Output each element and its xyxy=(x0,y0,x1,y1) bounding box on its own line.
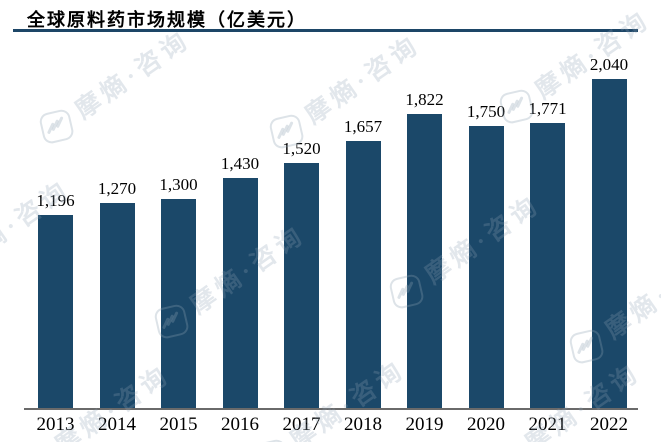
bar-2021 xyxy=(530,123,565,408)
bar-value-label: 1,657 xyxy=(343,117,383,136)
bar-2020 xyxy=(468,126,504,408)
x-axis-tick-label: 2017 xyxy=(282,414,321,435)
x-axis-tick-label: 2015 xyxy=(159,414,198,435)
x-axis-tick-label: 2022 xyxy=(590,414,628,435)
bar-value-label: 1,270 xyxy=(97,179,137,198)
bar-2017 xyxy=(284,163,319,408)
bar-value-label: 1,771 xyxy=(528,99,567,118)
bar-value-label: 1,750 xyxy=(466,102,506,121)
x-axis-tick-label: 2018 xyxy=(344,414,382,435)
bar-2015 xyxy=(161,199,196,408)
chart-title: 全球原料药市场规模（亿美元） xyxy=(27,10,307,30)
bar-value-label: 1,822 xyxy=(405,90,444,109)
x-axis-tick-label: 2019 xyxy=(405,414,444,435)
x-axis-line xyxy=(24,408,638,410)
bar-2016 xyxy=(222,178,258,408)
bar-value-label: 1,196 xyxy=(36,191,75,210)
x-axis-tick-label: 2014 xyxy=(98,414,136,435)
bar-value-label: 1,300 xyxy=(159,175,198,194)
x-axis-tick-label: 2021 xyxy=(528,414,567,435)
bar-2014 xyxy=(99,203,135,408)
x-axis-tick-label: 2020 xyxy=(467,414,505,435)
x-axis-tick-label: 2013 xyxy=(36,414,75,435)
bar-2018 xyxy=(345,141,381,408)
x-axis-tick-label: 2016 xyxy=(221,414,259,435)
bar-value-label: 1,430 xyxy=(220,154,260,173)
bar-2019 xyxy=(407,114,442,408)
bar-value-label: 1,520 xyxy=(282,139,321,158)
bar-2013 xyxy=(38,215,73,408)
bar-2022 xyxy=(591,79,627,408)
bar-value-label: 2,040 xyxy=(589,55,629,74)
title-underline-rule xyxy=(13,29,638,32)
